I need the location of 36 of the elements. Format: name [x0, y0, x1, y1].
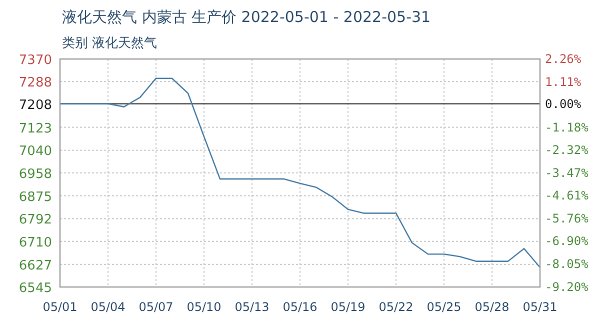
- x-tick-label: 05/01: [42, 300, 78, 314]
- x-tick-label: 05/07: [138, 300, 174, 314]
- y-tick-label: 7288: [18, 76, 52, 91]
- chart-subtitle: 类别 液化天然气: [62, 36, 158, 51]
- x-tick-label: 05/16: [282, 300, 318, 314]
- y2-tick-label: -4.61%: [545, 188, 590, 203]
- chart-title: 液化天然气 内蒙古 生产价 2022-05-01 - 2022-05-31: [62, 8, 431, 26]
- y2-tick-label: 1.11%: [545, 74, 582, 89]
- y2-tick-label: 2.26%: [545, 52, 582, 66]
- x-tick-label: 05/28: [474, 300, 510, 314]
- y2-tick-label: -9.20%: [545, 280, 590, 294]
- line-series: [59, 78, 541, 268]
- y-tick-label: 6875: [18, 190, 52, 205]
- y-tick-label: 7208: [18, 98, 52, 113]
- y2-tick-label: -8.05%: [545, 257, 590, 272]
- y-tick-label: 7370: [18, 53, 52, 68]
- y2-tick-label: -1.18%: [545, 120, 590, 134]
- y-tick-label: 6627: [18, 258, 52, 274]
- y2-tick-label: -2.32%: [545, 143, 590, 158]
- y2-tick-label: 0.00%: [545, 96, 582, 111]
- y2-tick-label: -3.47%: [545, 166, 590, 180]
- x-tick-label: 05/25: [426, 300, 462, 314]
- y-tick-label: 7040: [18, 144, 52, 160]
- y-tick-label: 6545: [18, 281, 52, 296]
- x-tick-label: 05/10: [186, 300, 222, 314]
- x-tick-label: 05/19: [330, 300, 366, 314]
- x-tick-label: 05/22: [378, 300, 414, 314]
- y-tick-label: 6710: [18, 235, 52, 250]
- x-tick-label: 05/13: [234, 300, 270, 314]
- x-tick-label: 05/31: [522, 300, 558, 314]
- x-tick-label: 05/04: [90, 300, 126, 314]
- y-tick-label: 6958: [18, 166, 52, 182]
- y2-tick-label: -6.90%: [545, 234, 590, 248]
- y2-tick-label: -5.76%: [545, 212, 590, 226]
- y-tick-label: 7123: [18, 121, 52, 136]
- y-tick-label: 6792: [18, 212, 52, 228]
